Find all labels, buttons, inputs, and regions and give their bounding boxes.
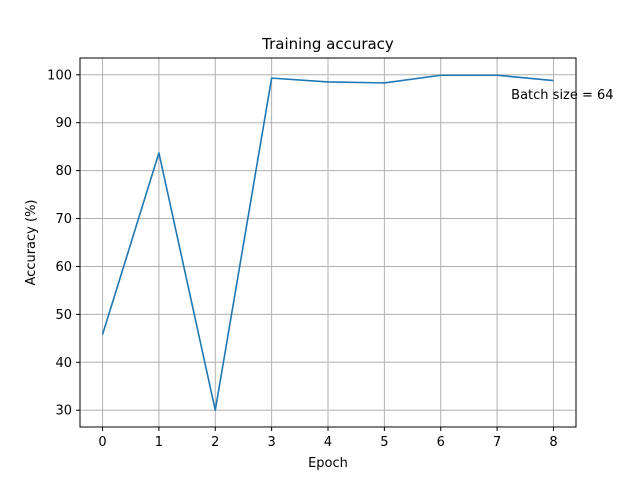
- y-tick-label: 30: [55, 404, 72, 419]
- x-tick-label: 4: [324, 435, 332, 450]
- y-tick-label: 90: [55, 116, 72, 131]
- x-tick-label: 2: [211, 435, 219, 450]
- series-line: [101, 74, 554, 412]
- chart-title: Training accuracy: [261, 35, 394, 53]
- y-tick-label: 60: [55, 260, 72, 275]
- series-layer: [101, 74, 554, 412]
- tick-layer: 0 1 2 3 4 5 6 7 8 30 40 50 60 70 80 90 100: [47, 68, 557, 450]
- y-tick-label: 100: [47, 68, 72, 83]
- x-tick-label: 1: [155, 435, 163, 450]
- x-tick-label: 8: [549, 435, 557, 450]
- grid-layer: [80, 58, 576, 427]
- annotation-text: Batch size = 64: [511, 88, 613, 103]
- x-tick-label: 0: [98, 435, 106, 450]
- x-tick-label: 5: [380, 435, 388, 450]
- y-axis-label: Accuracy (%): [24, 200, 39, 286]
- y-tick-label: 80: [55, 164, 72, 179]
- y-tick-label: 50: [55, 308, 72, 323]
- x-tick-label: 7: [493, 435, 501, 450]
- x-tick-label: 3: [267, 435, 275, 450]
- y-tick-label: 40: [55, 356, 72, 371]
- x-tick-label: 6: [437, 435, 445, 450]
- y-tick-label: 70: [55, 212, 72, 227]
- x-axis-label: Epoch: [308, 456, 348, 471]
